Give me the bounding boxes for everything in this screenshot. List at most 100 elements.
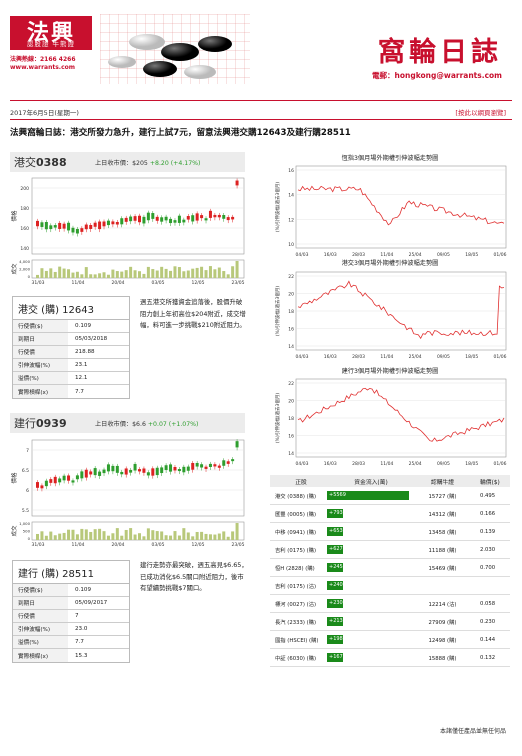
- hkex-price: 上日收市價：$205 +8.20 (+4.17%): [95, 160, 201, 167]
- volume-bar: [146, 266, 150, 278]
- candle-body: [142, 216, 146, 224]
- volume-bar: [71, 529, 75, 540]
- x-tick-label: 25/04: [409, 461, 422, 467]
- x-tick-label: 28/03: [352, 461, 365, 467]
- volume-bar: [160, 266, 164, 278]
- email-link[interactable]: 電郵：hongkong@warrants.com: [372, 71, 502, 80]
- volume-bar: [164, 268, 168, 278]
- web-view-link[interactable]: [按此以網頁瀏覽]: [455, 109, 506, 117]
- candle-body: [36, 482, 39, 488]
- candle-body: [84, 469, 88, 478]
- x-tick-label: 18/05: [465, 252, 478, 258]
- candle-body: [217, 214, 221, 218]
- candle-body: [186, 215, 190, 220]
- volume-bar: [182, 528, 186, 540]
- y-tick-label: 6.5: [22, 468, 29, 474]
- y-tick-label: 22: [288, 381, 294, 387]
- field-value: 7: [75, 613, 79, 619]
- table-row: 中移 (0941) (購) +653 13458 (購) 0.139: [270, 523, 510, 541]
- iv-series-line: [297, 387, 505, 442]
- volume-bar: [71, 272, 75, 278]
- volume-bar: [124, 270, 128, 278]
- warrant-code: 12498 (購): [428, 637, 457, 644]
- candle-body: [191, 462, 195, 470]
- warrant-code: 15469 (購): [428, 565, 457, 572]
- y-tick-label: 140: [20, 246, 29, 252]
- volume-bar: [75, 534, 79, 540]
- candle-body: [49, 225, 53, 230]
- candle-body: [208, 463, 212, 467]
- table-row: 長汽 (2333) (購) +213 27909 (購) 0.230: [270, 613, 510, 631]
- volume-bar: [62, 268, 66, 278]
- flow-bar: +167: [327, 653, 343, 662]
- table-row: 吉利 (0175) (沽) +240: [270, 577, 510, 595]
- volume-bar: [102, 531, 106, 540]
- field-label: 實際槓桿(x): [13, 385, 68, 398]
- fund-flow-table: 正股 資金流入(萬) 認購牛證 輪價($) 港交 (0388) (購) +5569…: [270, 475, 510, 667]
- candle-body: [235, 441, 239, 448]
- x-tick-label: 12/05: [192, 280, 205, 286]
- iv-plot-area: [295, 165, 507, 249]
- x-tick-label: 25/04: [409, 354, 422, 360]
- go-stones-illustration: [100, 14, 250, 84]
- stock-name: 恒H (2828) (購): [275, 565, 315, 572]
- y-axis-label: (%)引伸波幅(過去3個月): [274, 286, 281, 336]
- warrant-price: 2.030: [480, 546, 496, 553]
- candle-body: [106, 464, 110, 472]
- x-tick-label: 28/03: [352, 354, 365, 360]
- ccb-warrant-row: 行使價 7: [13, 610, 129, 623]
- warrant-code: 13458 (購): [428, 529, 457, 536]
- warrant-price: 0.144: [480, 636, 496, 643]
- volume-bar: [177, 535, 181, 540]
- field-value: 0.109: [75, 323, 92, 329]
- x-tick-label: 01/06: [494, 461, 507, 467]
- warrant-code: 12214 (沽): [428, 601, 457, 608]
- col-price: 輪價($): [480, 479, 500, 486]
- flow-cell: +245: [327, 563, 415, 572]
- volume-bar: [169, 535, 173, 540]
- volume-bar: [49, 268, 53, 278]
- stock-name: 長汽 (2333) (購): [275, 619, 317, 626]
- candle-body: [93, 468, 97, 476]
- volume-bar: [44, 270, 48, 278]
- y-tick-label: 16: [288, 168, 294, 174]
- field-label: 實際槓桿(x): [13, 649, 68, 662]
- volume-bar: [177, 267, 181, 278]
- website-link[interactable]: www.warrants.com: [10, 64, 76, 71]
- ccb-warrant-row: 引伸波幅(%) 23.0: [13, 623, 129, 636]
- warrant-price: 0.700: [480, 564, 496, 571]
- iv-chart-3-title: 建行3個月場外期權引伸波幅走勢圖: [341, 368, 439, 375]
- hkex-warrant-row: 溢價(%) 12.1: [13, 372, 129, 385]
- y-tick-label: 18: [288, 416, 294, 422]
- x-tick-label: 28/03: [352, 252, 365, 258]
- hkex-header: 港交0388 上日收市價：$205 +8.20 (+4.17%): [10, 152, 245, 172]
- x-tick-label: 11/04: [380, 354, 393, 360]
- volume-bar: [102, 272, 106, 278]
- volume-bar: [36, 274, 39, 278]
- candle-body: [217, 465, 221, 468]
- candle-body: [71, 227, 75, 233]
- candle-body: [40, 222, 44, 227]
- volume-bar: [49, 531, 53, 540]
- volume-bar: [173, 531, 177, 540]
- x-tick-label: 04/03: [296, 461, 309, 467]
- flow-bar: +5569: [327, 491, 409, 500]
- y-tick-label: 16: [288, 327, 294, 333]
- candle-body: [151, 213, 155, 219]
- volume-bar: [93, 529, 97, 540]
- x-tick-label: 04/03: [296, 354, 309, 360]
- volume-bar: [217, 533, 221, 540]
- volume-tick-label: 4,000: [19, 259, 30, 264]
- volume-bar: [208, 266, 212, 278]
- y-tick-label: 10: [288, 242, 294, 248]
- ccb-warrant-row: 溢價(%) 7.7: [13, 636, 129, 649]
- candle-body: [102, 221, 106, 227]
- candle-body: [53, 476, 57, 484]
- candle-body: [222, 460, 226, 466]
- volume-bar: [53, 535, 57, 540]
- flow-bar: +245: [327, 563, 343, 572]
- candle-body: [49, 479, 53, 483]
- volume-bar: [173, 266, 177, 278]
- volume-tick-label: 2,000: [19, 267, 30, 272]
